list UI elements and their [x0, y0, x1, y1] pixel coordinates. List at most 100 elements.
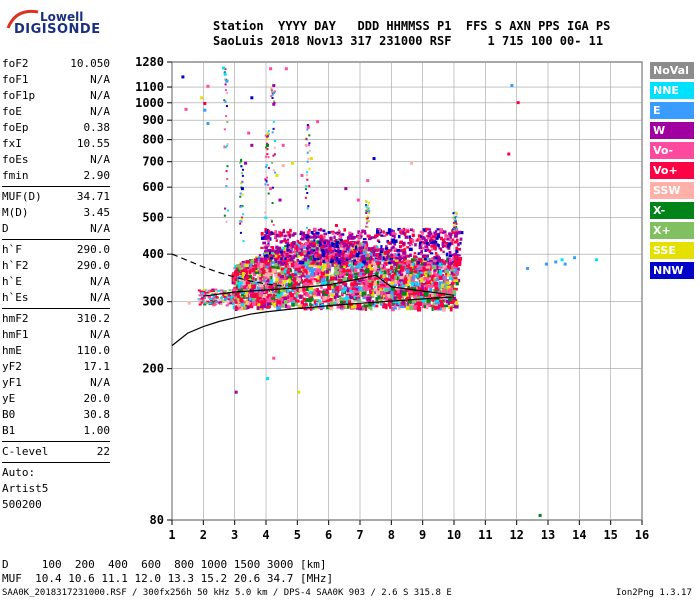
echo-point: [355, 287, 359, 291]
echo-point: [443, 262, 446, 266]
echo-point: [271, 131, 274, 134]
echo-point: [410, 280, 415, 286]
echo-point: [455, 281, 459, 286]
echo-point: [367, 247, 371, 252]
echo-point: [330, 258, 335, 263]
echo-point: [266, 138, 269, 141]
echo-point: [242, 240, 245, 243]
echo-point: [263, 270, 268, 275]
echo-point: [304, 254, 309, 257]
echo-point: [438, 281, 444, 286]
echo-point: [322, 293, 326, 299]
echo-point: [404, 303, 410, 309]
param-value: 290.0: [76, 259, 110, 272]
echo-point: [351, 287, 356, 291]
echo-point: [380, 283, 385, 287]
echo-point: [272, 127, 275, 130]
echo-point: [240, 172, 243, 175]
echo-point: [226, 301, 230, 304]
echo-point: [202, 288, 206, 291]
echo-point: [271, 294, 277, 297]
echo-point: [326, 255, 329, 260]
echo-point: [418, 262, 424, 266]
outlier-point: [291, 161, 295, 165]
parameter-list: foF2 10.050 foF1 N/A foF1p N/A foE N/A foEp 0.38 f…: [2, 56, 110, 513]
echo-point: [283, 296, 288, 300]
echo-point: [303, 307, 308, 311]
echo-point: [271, 290, 277, 293]
echo-point: [223, 214, 226, 217]
echo-point: [254, 281, 259, 285]
echo-point: [266, 135, 269, 138]
echo-point: [450, 269, 454, 275]
echo-point: [269, 284, 273, 289]
echo-point: [426, 298, 431, 302]
echo-point: [397, 251, 401, 256]
echo-point: [357, 298, 360, 301]
legend-item-noval: NoVal: [650, 62, 694, 79]
echo-point: [329, 306, 334, 311]
echo-point: [224, 78, 227, 81]
echo-point: [267, 132, 270, 135]
echo-point: [403, 255, 407, 258]
echo-point: [315, 302, 319, 308]
echo-point: [253, 258, 257, 263]
echo-point: [346, 236, 351, 240]
echo-point: [264, 246, 269, 249]
echo-point: [337, 276, 342, 282]
echo-point: [321, 250, 326, 254]
echo-point: [305, 293, 310, 297]
echo-point: [344, 299, 349, 304]
echo-point: [306, 151, 309, 154]
echo-point: [387, 268, 390, 272]
echo-point: [239, 195, 242, 198]
echo-point: [392, 307, 397, 310]
echo-point: [380, 245, 383, 249]
echo-point: [453, 240, 458, 244]
echo-point: [211, 302, 215, 305]
echo-point: [253, 284, 257, 289]
echo-point: [331, 264, 335, 267]
echo-point: [240, 205, 243, 208]
echo-point: [403, 265, 409, 269]
echo-point: [446, 237, 449, 241]
echo-point: [226, 144, 229, 147]
echo-point: [239, 231, 242, 234]
legend-item-nne: NNE: [650, 82, 694, 99]
echo-point: [287, 295, 290, 300]
echo-point: [267, 130, 270, 133]
echo-point: [312, 303, 315, 307]
echo-point: [289, 258, 294, 262]
echo-point: [259, 304, 264, 309]
echo-point: [260, 256, 265, 259]
echo-point: [309, 293, 312, 297]
echo-point: [395, 276, 399, 281]
echo-point: [339, 239, 343, 242]
echo-point: [417, 261, 420, 265]
echo-point: [281, 251, 286, 257]
echo-point: [225, 170, 228, 173]
echo-point: [260, 300, 266, 306]
param-value: 34.71: [76, 190, 110, 203]
echo-point: [402, 243, 406, 247]
echo-point: [201, 299, 205, 302]
echo-point: [391, 231, 395, 235]
echo-point: [288, 275, 293, 281]
echo-point: [396, 248, 401, 253]
echo-point: [267, 166, 270, 169]
echo-point: [393, 290, 398, 296]
param-key: fmin: [2, 169, 29, 182]
echo-point: [260, 287, 265, 292]
echo-point: [412, 276, 416, 280]
echo-point: [239, 192, 242, 195]
echo-point: [389, 257, 394, 261]
echo-point: [302, 269, 308, 272]
echo-point: [215, 296, 219, 299]
echo-point: [373, 249, 376, 253]
outlier-point: [306, 125, 310, 129]
y-tick-label: 600: [142, 180, 164, 194]
echo-point: [362, 250, 366, 255]
echo-point: [375, 253, 379, 257]
echo-point: [447, 242, 452, 246]
echo-point: [337, 248, 340, 252]
